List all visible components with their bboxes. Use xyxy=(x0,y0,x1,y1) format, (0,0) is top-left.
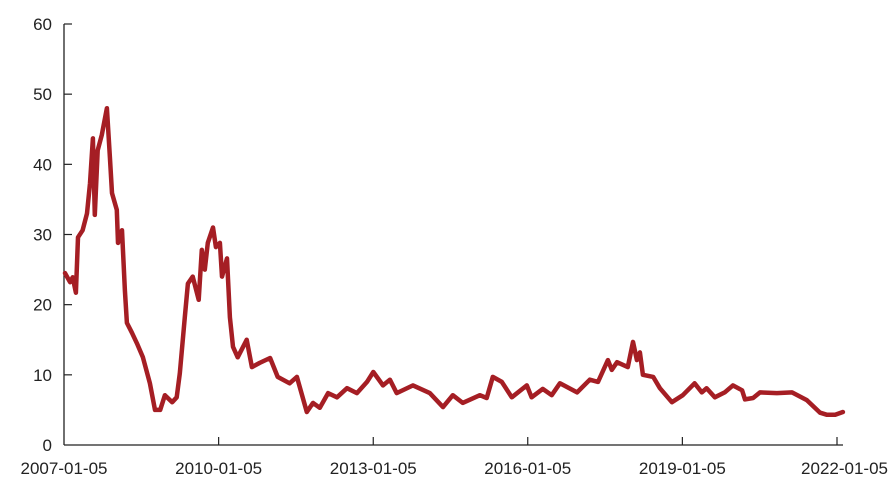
x-tick-label: 2019-01-05 xyxy=(639,459,726,478)
y-tick-label: 50 xyxy=(33,85,52,104)
y-tick-label: 20 xyxy=(33,296,52,315)
x-tick-label: 2016-01-05 xyxy=(484,459,571,478)
x-tick-label: 2010-01-05 xyxy=(175,459,262,478)
x-axis: 2007-01-05 2010-01-05 2013-01-05 2016-01-05… xyxy=(21,437,888,478)
x-tick-label: 2007-01-05 xyxy=(21,459,108,478)
y-tick-label: 0 xyxy=(43,436,52,455)
x-tick-label: 2013-01-05 xyxy=(330,459,417,478)
y-tick-label: 60 xyxy=(33,15,52,34)
series-line xyxy=(62,105,846,418)
y-axis: 0 10 20 30 40 50 60 xyxy=(33,15,72,455)
y-tick-label: 30 xyxy=(33,226,52,245)
y-tick-label: 10 xyxy=(33,366,52,385)
x-tick-label: 2022-01-05 xyxy=(801,459,888,478)
y-tick-label: 40 xyxy=(33,155,52,174)
